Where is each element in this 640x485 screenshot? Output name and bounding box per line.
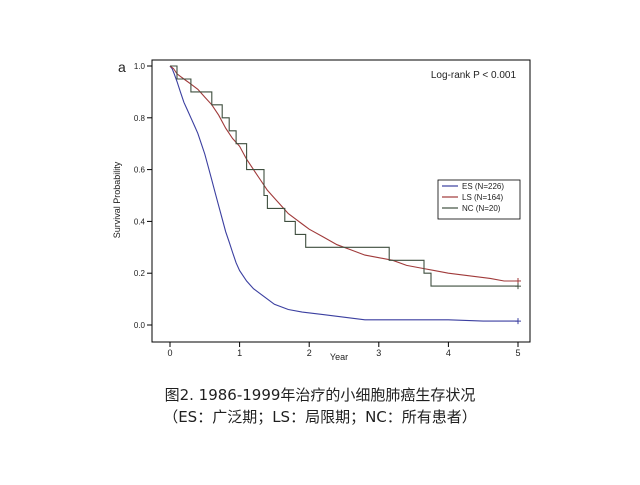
survival-curve-ls — [169, 65, 518, 282]
x-tick-label: 0 — [167, 348, 172, 358]
x-tick-label: 1 — [237, 348, 242, 358]
x-tick-label: 4 — [446, 348, 451, 358]
legend-label-es: ES (N=226) — [462, 182, 504, 191]
panel-label: a — [118, 59, 126, 75]
y-tick-label: 0.6 — [134, 166, 146, 175]
plot-frame — [151, 59, 531, 343]
x-tick-label: 3 — [376, 348, 381, 358]
y-tick-label: 0.2 — [134, 269, 146, 278]
x-axis-label: Year — [330, 352, 348, 362]
x-tick-label: 2 — [307, 348, 312, 358]
y-tick-label: 1.0 — [134, 62, 146, 71]
figure-caption-legend-note: （ES：广泛期；LS：局限期；NC：所有患者） — [163, 408, 477, 426]
legend: ES (N=226) LS (N=164) NC (N=20) — [437, 179, 521, 220]
y-tick-label: 0.8 — [134, 114, 146, 123]
logrank-annotation: Log-rank P < 0.001 — [431, 70, 517, 81]
figure-caption-title: 图2. 1986-1999年治疗的小细胞肺癌生存状况 — [164, 386, 476, 404]
legend-label-nc: NC (N=20) — [462, 204, 501, 213]
survival-curve-nc — [170, 65, 518, 287]
legend-label-ls: LS (N=164) — [462, 193, 503, 202]
survival-curve-es — [169, 65, 518, 322]
y-tick-label: 0.0 — [134, 321, 146, 330]
y-tick-label: 0.4 — [134, 217, 146, 226]
y-axis-label: Survival Probability — [112, 161, 122, 238]
x-tick-label: 5 — [515, 348, 520, 358]
